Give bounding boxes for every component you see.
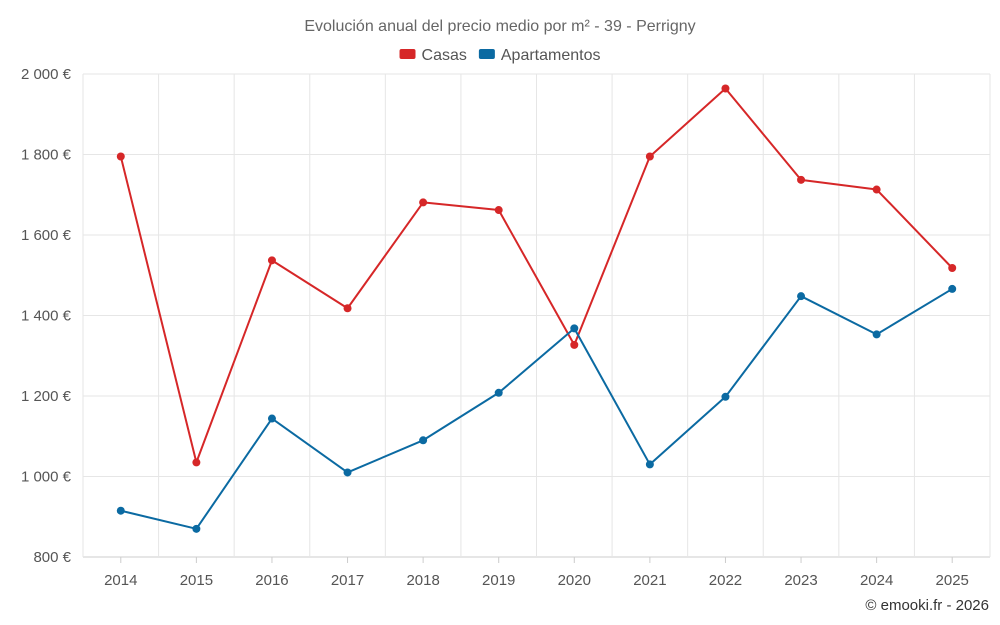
- x-tick-label: 2018: [406, 572, 439, 589]
- series-layer: [116, 84, 957, 533]
- x-tick-label: 2025: [936, 572, 969, 589]
- data-point-apartamentos[interactable]: [267, 414, 276, 423]
- data-point-apartamentos[interactable]: [494, 388, 503, 397]
- data-point-apartamentos[interactable]: [116, 506, 125, 515]
- data-point-casas[interactable]: [116, 152, 125, 161]
- data-point-apartamentos[interactable]: [419, 436, 428, 445]
- x-tick-label: 2020: [558, 572, 591, 589]
- data-point-casas[interactable]: [948, 264, 957, 273]
- x-tick-label: 2019: [482, 572, 515, 589]
- data-point-casas[interactable]: [570, 340, 579, 349]
- data-point-casas[interactable]: [419, 198, 428, 207]
- data-point-casas[interactable]: [494, 206, 503, 215]
- y-tick-label: 800 €: [33, 549, 71, 566]
- x-tick-label: 2024: [860, 572, 893, 589]
- y-tick-label: 1 600 €: [21, 227, 72, 244]
- x-tick-label: 2015: [180, 572, 213, 589]
- data-point-casas[interactable]: [872, 185, 881, 194]
- chart-legend: Casas Apartamentos: [399, 47, 601, 64]
- y-axis: 800 € 1 000 € 1 200 € 1 400 € 1 600 € 1 800 €…: [21, 66, 72, 566]
- series-apartamentos: [116, 284, 957, 533]
- chart-title: Evolución anual del precio medio por m² …: [304, 18, 695, 35]
- data-point-apartamentos[interactable]: [872, 330, 881, 339]
- data-point-apartamentos[interactable]: [948, 284, 957, 293]
- legend-item-apartamentos[interactable]: Apartamentos: [478, 47, 601, 64]
- y-tick-label: 1 800 €: [21, 147, 72, 164]
- series-line-casas: [119, 87, 953, 464]
- x-tick-label: 2014: [104, 572, 137, 589]
- data-point-casas[interactable]: [192, 458, 201, 467]
- data-point-casas[interactable]: [343, 304, 352, 313]
- data-point-apartamentos[interactable]: [645, 460, 654, 469]
- x-axis: 2014 2015 2016 2017 2018 2019 2020 2021 2022 2023…: [104, 557, 969, 589]
- legend-item-casas[interactable]: Casas: [399, 47, 467, 64]
- data-point-apartamentos[interactable]: [721, 392, 730, 401]
- x-tick-label: 2016: [255, 572, 288, 589]
- legend-swatch: [478, 49, 495, 59]
- x-tick-label: 2022: [709, 572, 742, 589]
- y-tick-label: 1 400 €: [21, 308, 72, 325]
- legend-label: Apartamentos: [501, 47, 601, 64]
- legend-swatch: [399, 49, 416, 59]
- series-line-apartamentos: [120, 288, 953, 530]
- credit-text: © emooki.fr - 2026: [865, 597, 989, 614]
- y-tick-label: 1 200 €: [21, 388, 72, 405]
- data-point-apartamentos[interactable]: [797, 292, 806, 301]
- data-point-casas[interactable]: [267, 256, 276, 265]
- data-point-casas[interactable]: [645, 152, 654, 161]
- data-point-casas[interactable]: [797, 175, 806, 184]
- data-point-casas[interactable]: [721, 84, 730, 93]
- y-tick-label: 1 000 €: [21, 469, 72, 486]
- x-tick-label: 2021: [633, 572, 666, 589]
- data-point-apartamentos[interactable]: [343, 468, 352, 477]
- legend-label: Casas: [422, 47, 467, 64]
- grid-lines: [82, 73, 991, 558]
- y-tick-label: 2 000 €: [21, 66, 72, 83]
- data-point-apartamentos[interactable]: [192, 524, 201, 533]
- data-point-apartamentos[interactable]: [570, 324, 579, 333]
- x-tick-label: 2017: [331, 572, 364, 589]
- x-tick-label: 2023: [784, 572, 817, 589]
- series-casas: [116, 84, 957, 467]
